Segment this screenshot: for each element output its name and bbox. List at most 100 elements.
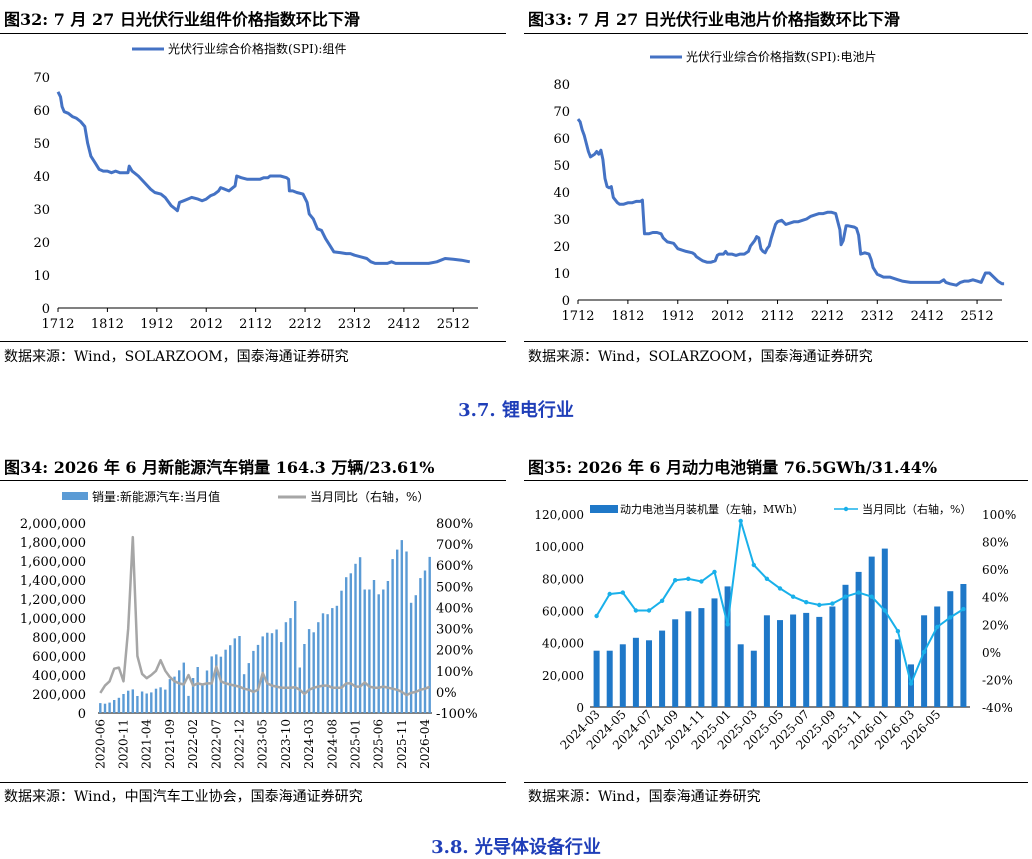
bar (842, 584, 849, 707)
x-tick-label: 2024-08 (325, 719, 339, 769)
bar (377, 594, 380, 714)
y-right-tick-label: -40% (982, 701, 1013, 715)
bar (711, 598, 718, 707)
legend-swatch (62, 492, 88, 500)
bar (150, 692, 153, 713)
bar (99, 703, 102, 713)
bar (363, 589, 366, 713)
y-right-tick-label: 300% (436, 623, 473, 638)
y-left-tick-label: 120,000 (534, 508, 584, 522)
bar (358, 557, 362, 713)
bar (103, 703, 107, 713)
yoy-point (830, 601, 835, 606)
x-tick-label: 2026-04 (418, 719, 432, 769)
yoy-point (790, 594, 796, 599)
bar (266, 632, 269, 713)
series-line (56, 91, 471, 265)
y-left-tick-label: 60,000 (542, 605, 584, 619)
figure-35-top-rule (524, 480, 1028, 481)
bar (164, 689, 167, 713)
figure-35-source: 数据来源：Wind，国泰海通证券研究 (528, 789, 761, 805)
yoy-point (856, 590, 861, 595)
bar (593, 650, 600, 707)
bar (619, 644, 626, 707)
series-line (576, 118, 1005, 287)
x-tick-label: 2025-11 (395, 719, 409, 769)
bar (159, 687, 162, 713)
x-tick-label: 2022-12 (232, 719, 246, 769)
y-tick-label: 80 (553, 78, 570, 93)
x-tick-label: 1712 (561, 309, 594, 324)
y-tick-label: 60 (553, 132, 570, 147)
x-tick-label: 2023-10 (279, 719, 293, 769)
x-tick-label: 2112 (239, 317, 272, 332)
y-tick-label: 10 (553, 267, 570, 282)
x-tick-label: 2512 (437, 317, 470, 332)
y-right-tick-label: 500% (436, 580, 473, 595)
figure-34-title: 图34: 2026 年 6 月新能源汽车销量 164.3 万辆/23.61% (4, 458, 435, 477)
figure-33-source: 数据来源：Wind，SOLARZOOM，国泰海通证券研究 (528, 349, 873, 365)
bar (182, 662, 185, 713)
bar (921, 615, 928, 707)
bar (894, 639, 901, 707)
x-tick-label: 2512 (961, 309, 994, 324)
bar (201, 684, 204, 713)
bar (252, 650, 255, 713)
x-tick-label: 1912 (140, 317, 173, 332)
y-left-tick-label: 0 (576, 701, 584, 715)
bar (868, 556, 875, 707)
bar (409, 602, 413, 713)
yoy-point (948, 615, 953, 620)
legend-label: 当月同比（右轴，%） (862, 502, 971, 516)
y-left-tick-label: 100,000 (534, 540, 584, 554)
x-tick-label: 2023-05 (256, 719, 270, 769)
x-tick-label: 2020-06 (93, 719, 107, 769)
bar (256, 644, 260, 713)
bar (219, 656, 223, 713)
x-tick-label: 2021-04 (140, 719, 154, 769)
bar (191, 678, 195, 713)
bar (303, 644, 306, 713)
y-right-tick-label: 100% (436, 665, 473, 680)
yoy-point (817, 602, 822, 608)
x-tick-label: 2012 (711, 309, 744, 324)
bar (345, 577, 348, 713)
yoy-point (673, 578, 678, 583)
bar (108, 702, 111, 713)
figure-33-bottom-rule (524, 341, 1028, 342)
spi-cell-chart: 光伏行业综合价格指数(SPI):电池片 0 10 20 30 40 50 60 70 80 1712… (553, 49, 1005, 324)
bar (294, 601, 297, 713)
bar (224, 649, 227, 713)
bar (289, 618, 292, 713)
bar (829, 606, 836, 707)
bar (659, 630, 666, 707)
bar (187, 695, 190, 713)
yoy-point (935, 624, 940, 630)
figure-32-top-rule (0, 33, 506, 34)
bar (386, 581, 390, 713)
yoy-point (607, 591, 612, 597)
bar (154, 688, 158, 713)
bar (326, 614, 329, 713)
section-heading-semiconductor: 3.8. 光导体设备行业 (431, 837, 601, 858)
bar (229, 645, 232, 713)
yoy-point (646, 608, 652, 613)
x-tick-label: 2212 (811, 309, 844, 324)
y-right-tick-label: 20% (982, 618, 1009, 632)
bar (131, 689, 134, 713)
y-left-tick-label: 800,000 (32, 631, 86, 646)
y-tick-label: 70 (553, 105, 570, 120)
bar (672, 619, 679, 707)
y-left-tick-label: 1,200,000 (20, 593, 86, 608)
x-tick-label: 2022-02 (186, 719, 200, 769)
y-right-tick-label: 80% (982, 536, 1009, 550)
nev-sales-chart: 销量:新能源汽车:当月值 当月同比（右轴，%） 0 200,000 400,000 600… (20, 489, 478, 769)
x-tick-label: 2312 (338, 317, 371, 332)
spi-module-chart: 光伏行业综合价格指数(SPI):组件 0 10 20 30 40 50 60 70 1712 181… (33, 41, 478, 332)
bar (368, 589, 371, 713)
legend-label: 光伏行业综合价格指数(SPI):电池片 (686, 49, 876, 64)
figure-33-top-rule (524, 33, 1028, 34)
y-tick-label: 0 (42, 302, 50, 317)
y-right-tick-label: 60% (982, 563, 1009, 577)
figure-32-source: 数据来源：Wind，SOLARZOOM，国泰海通证券研究 (4, 349, 349, 365)
